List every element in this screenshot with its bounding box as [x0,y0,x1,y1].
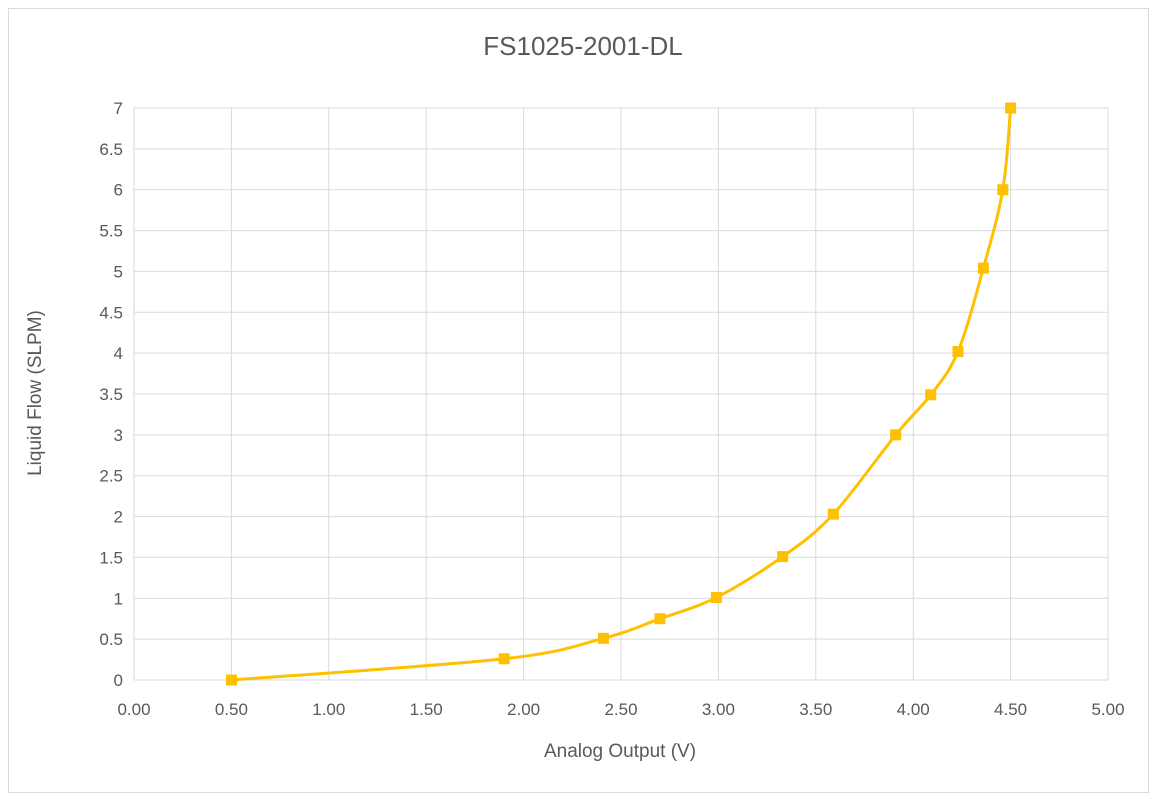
y-tick-label: 6 [114,181,123,200]
x-tick-label: 4.50 [994,700,1027,719]
x-tick-label: 0.00 [117,700,150,719]
y-tick-label: 5.5 [99,222,123,241]
y-tick-label: 0 [114,671,123,690]
x-tick-label: 1.00 [312,700,345,719]
x-tick-label: 5.00 [1091,700,1124,719]
x-tick-labels: 0.00 0.50 1.00 1.50 2.00 2.50 3.00 3.50 4.00 4.50… [117,700,1124,719]
chart-frame [8,8,1149,793]
data-point-marker [997,184,1009,196]
data-point-marker [1005,102,1017,114]
y-tick-label: 0.5 [99,630,123,649]
y-tick-label: 5 [114,262,123,281]
y-tick-label: 1.5 [99,548,123,567]
x-tick-label: 2.00 [507,700,540,719]
data-point-marker [777,551,789,563]
data-point-marker [710,591,722,603]
y-tick-label: 2.5 [99,467,123,486]
y-tick-label: 4 [114,344,123,363]
x-tick-label: 4.00 [897,700,930,719]
x-tick-label: 0.50 [215,700,248,719]
y-tick-label: 2 [114,508,123,527]
data-point-marker [498,653,510,665]
y-tick-label: 3 [114,426,123,445]
data-point-marker [225,674,237,686]
data-point-marker [654,613,666,625]
x-tick-label: 1.50 [410,700,443,719]
y-tick-label: 3.5 [99,385,123,404]
y-tick-label: 1 [114,589,123,608]
x-axis-label: Analog Output (V) [544,741,696,762]
data-point-marker [925,389,937,401]
data-point-marker [597,632,609,644]
y-axis-label: Liquid Flow (SLPM) [25,310,46,476]
data-point-marker [977,262,989,274]
grid-lines [133,107,1109,681]
data-point-marker [827,508,839,520]
data-point-marker [890,429,902,441]
y-tick-label: 7 [114,99,123,118]
chart-title: FS1025-2001-DL [483,31,682,61]
x-tick-label: 3.00 [702,700,735,719]
y-tick-labels: 0 0.5 1 1.5 2 2.5 3 3.5 4 4.5 5 5.5 6 6.5 7 [99,99,123,690]
x-tick-label: 2.50 [604,700,637,719]
series-layer [225,102,1017,686]
data-point-marker [952,346,964,358]
y-tick-label: 4.5 [99,303,123,322]
x-tick-label: 3.50 [799,700,832,719]
y-tick-label: 6.5 [99,140,123,159]
